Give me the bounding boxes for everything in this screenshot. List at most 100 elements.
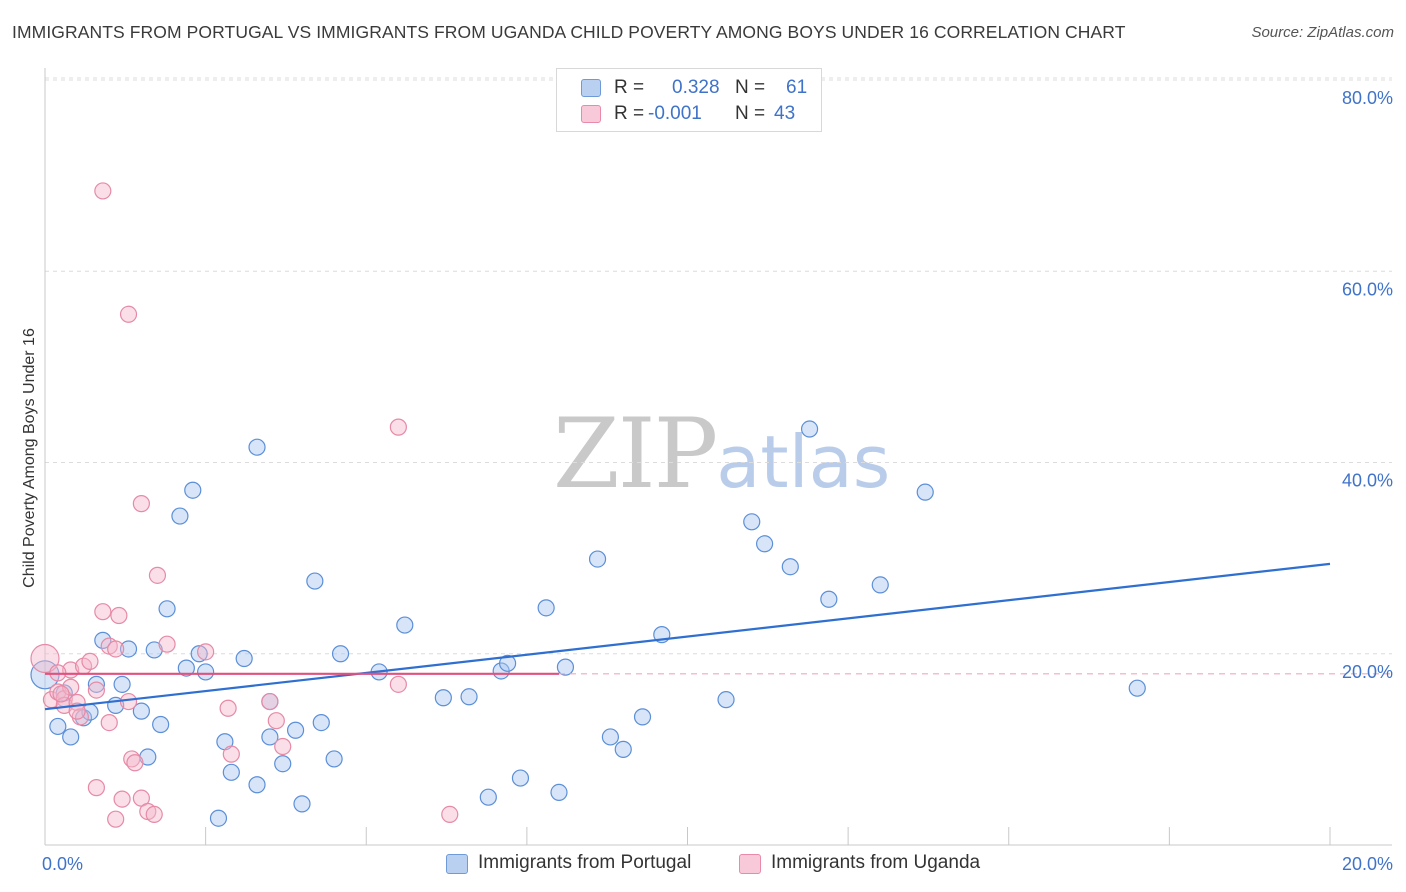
y-tick-label: 20.0% [1342,662,1393,682]
trend-line-portugal [44,562,1331,711]
correlation-legend: R = 0.328 N = 61 R = -0.001 N = 43 [556,68,822,132]
point-portugal [158,600,176,618]
point-uganda [389,675,407,693]
point-portugal [511,769,530,787]
point-portugal [396,616,414,634]
point-portugal [209,809,228,827]
point-portugal [916,483,934,501]
tick-labels: 20.0% 40.0% 60.0% 80.0% 0.0% 20.0% [42,88,1393,874]
point-uganda [52,685,70,703]
point-portugal [222,763,240,781]
point-portugal [62,728,80,746]
point-uganda [158,635,176,653]
point-portugal [87,675,106,693]
point-uganda [148,566,167,584]
r-label: R = [614,103,645,124]
y-tick-label: 60.0% [1342,279,1393,299]
r-label: R = [614,77,645,98]
point-uganda [267,712,285,730]
legend-swatch-portugal [446,854,468,874]
legend-swatch-portugal [581,79,601,97]
point-portugal [755,535,774,553]
point-uganda [222,745,240,763]
point-uganda [94,182,112,200]
point-portugal [871,576,889,594]
point-portugal [248,438,266,456]
point-uganda [441,805,459,824]
point-portugal [434,689,452,707]
r-value: -0.001 [648,103,702,124]
source-label: Source: ZipAtlas.com [1251,24,1394,41]
point-portugal [479,788,497,806]
point-portugal [556,658,575,676]
point-uganda [197,643,215,661]
point-portugal [1128,679,1146,697]
point-portugal [94,631,112,649]
point-portugal [274,755,292,773]
point-uganda [94,603,112,621]
chart-title: IMMIGRANTS FROM PORTUGAL VS IMMIGRANTS F… [12,22,1126,42]
trend-lines [44,562,1392,711]
point-uganda [219,699,237,717]
x-tick-label: 0.0% [42,854,83,874]
point-portugal [499,654,517,672]
point-portugal [171,507,189,525]
point-uganda [107,810,125,828]
point-uganda [113,790,131,808]
point-portugal [190,645,208,663]
point-portugal [331,645,350,663]
point-uganda [132,495,150,513]
point-portugal [717,691,735,709]
grid-lines [45,77,1392,655]
point-portugal [177,659,195,677]
point-portugal [261,728,279,746]
point-uganda [274,737,292,756]
n-value: 61 [786,77,808,98]
point-portugal [152,715,170,734]
legend-swatch-uganda [581,105,601,123]
point-portugal [460,688,478,706]
point-uganda [30,643,60,674]
point-portugal [800,420,819,438]
point-portugal [743,513,761,531]
point-portugal [312,713,330,732]
point-uganda [81,652,99,671]
n-label: N = [735,77,766,98]
point-uganda [62,678,80,696]
point-portugal [601,728,620,746]
point-portugal [132,702,150,720]
point-uganda [145,805,163,824]
series-uganda-points [30,182,459,828]
point-portugal [197,663,215,681]
point-portugal [184,481,202,499]
point-uganda [389,418,407,436]
point-uganda [261,692,279,711]
watermark-zip: ZIP [553,398,718,510]
series-portugal-points [30,420,1146,827]
point-portugal [781,558,799,576]
point-uganda [119,692,138,711]
n-label: N = [735,103,766,124]
point-portugal [325,750,343,768]
n-value: 43 [774,103,796,124]
point-portugal [119,640,138,658]
y-tick-label: 80.0% [1342,88,1393,108]
point-portugal [235,649,253,668]
point-uganda [119,305,138,323]
point-uganda [100,713,118,732]
point-portugal [248,776,266,794]
point-portugal [588,550,607,568]
r-value: 0.328 [672,77,720,98]
point-portugal [49,717,67,736]
point-uganda [107,640,125,658]
point-uganda [87,779,106,797]
y-tick-label: 40.0% [1342,471,1393,491]
point-portugal [537,599,555,617]
point-portugal [293,795,311,813]
legend-label-uganda: Immigrants from Uganda [771,852,981,873]
point-portugal [614,740,632,758]
point-portugal [306,572,324,590]
point-portugal [633,708,652,726]
point-portugal [286,721,305,739]
